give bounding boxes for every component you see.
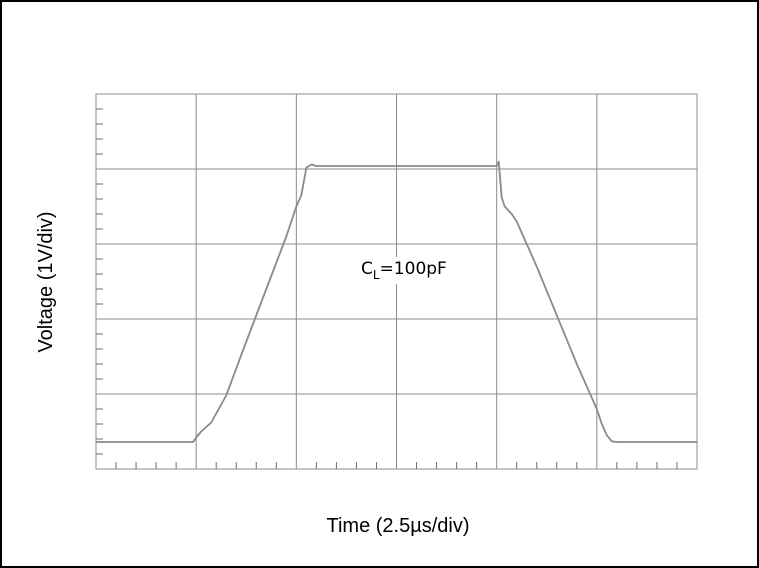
capacitance-annotation: CL=100pF	[361, 259, 447, 282]
annotation-subscript: L	[373, 268, 380, 282]
trace-layer	[96, 160, 697, 443]
voltage-trace	[96, 160, 697, 443]
grid	[95, 93, 698, 470]
y-axis-title: Voltage (1V/div)	[35, 211, 57, 352]
axis-ticks	[96, 108, 678, 469]
annotation-main: C	[361, 259, 373, 279]
annotation-background	[357, 257, 451, 284]
x-axis-title: Time (2.5µs/div)	[326, 515, 469, 537]
annotation-rest: =100pF	[380, 259, 447, 279]
